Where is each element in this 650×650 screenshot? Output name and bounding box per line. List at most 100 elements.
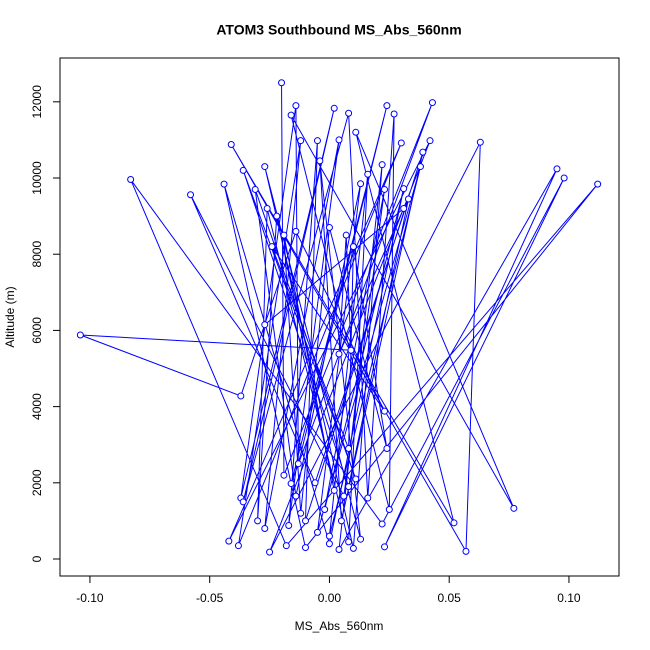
y-tick-label: 6000 <box>30 317 44 344</box>
point <box>345 538 353 546</box>
point <box>378 520 386 528</box>
point <box>345 445 353 453</box>
point <box>416 163 424 171</box>
point <box>330 104 338 112</box>
point <box>352 475 360 483</box>
point <box>239 498 247 506</box>
point <box>261 525 269 533</box>
point <box>381 407 389 415</box>
point <box>335 136 343 144</box>
chart-title: ATOM3 Southbound MS_Abs_560nm <box>216 22 461 38</box>
point <box>266 548 274 556</box>
point <box>594 180 602 188</box>
point <box>352 128 360 136</box>
point <box>335 545 343 553</box>
point <box>273 212 281 220</box>
point <box>287 480 295 488</box>
point <box>364 494 372 502</box>
point <box>187 191 195 199</box>
point <box>553 165 561 173</box>
point <box>347 346 355 354</box>
point <box>428 99 436 107</box>
point <box>383 445 391 453</box>
y-axis-label: Altitude (m) <box>3 286 17 347</box>
point <box>225 537 233 545</box>
point <box>280 471 288 479</box>
point <box>390 110 398 118</box>
plot-box <box>59 57 620 577</box>
point <box>237 392 245 400</box>
point <box>378 161 386 169</box>
point <box>325 532 333 540</box>
point <box>397 139 405 147</box>
point <box>383 102 391 110</box>
point <box>400 204 408 212</box>
point <box>325 540 333 548</box>
y-tick-label: 8000 <box>30 241 44 268</box>
x-tick-label: 0.00 <box>318 591 342 605</box>
point <box>419 148 427 156</box>
point <box>263 204 271 212</box>
point <box>342 231 350 239</box>
point <box>292 492 300 500</box>
point <box>349 243 357 251</box>
point <box>349 544 357 552</box>
point <box>313 137 321 145</box>
point <box>292 102 300 110</box>
point <box>294 460 302 468</box>
x-axis-label: MS_Abs_560nm <box>295 619 384 633</box>
point <box>280 231 288 239</box>
point <box>227 140 235 148</box>
point <box>239 166 247 174</box>
point <box>261 321 269 329</box>
point <box>251 185 259 193</box>
point <box>297 137 305 145</box>
point <box>76 331 84 339</box>
y-tick-label: 2000 <box>30 469 44 496</box>
point <box>127 176 135 184</box>
series-line <box>80 82 599 554</box>
point <box>254 517 262 525</box>
point <box>364 170 372 178</box>
point <box>282 542 290 550</box>
point <box>287 111 295 119</box>
point <box>335 350 343 358</box>
point <box>381 185 389 193</box>
point <box>325 224 333 232</box>
point <box>321 505 329 513</box>
point <box>357 180 365 188</box>
point <box>560 174 568 182</box>
point <box>261 163 269 171</box>
y-tick-label: 10000 <box>30 161 44 195</box>
point <box>234 542 242 550</box>
point <box>313 528 321 536</box>
y-tick-label: 0 <box>30 555 44 562</box>
y-tick-label: 4000 <box>30 393 44 420</box>
point <box>476 138 484 146</box>
point <box>316 157 324 165</box>
point <box>301 544 309 552</box>
point <box>337 517 345 525</box>
point <box>292 227 300 235</box>
y-tick-label: 12000 <box>30 85 44 119</box>
point <box>385 505 393 513</box>
point <box>345 109 353 117</box>
point <box>450 519 458 527</box>
x-tick-label: 0.10 <box>557 591 581 605</box>
x-tick-label: -0.10 <box>76 591 104 605</box>
point <box>404 195 412 203</box>
point <box>462 547 470 555</box>
point <box>357 535 365 543</box>
x-tick-label: -0.05 <box>196 591 224 605</box>
point <box>400 185 408 193</box>
x-tick-label: 0.05 <box>438 591 462 605</box>
point <box>278 79 286 87</box>
point <box>426 137 434 145</box>
point <box>510 504 518 512</box>
point <box>340 492 348 500</box>
point <box>220 180 228 188</box>
point <box>301 517 309 525</box>
point <box>285 521 293 529</box>
point <box>345 483 353 491</box>
